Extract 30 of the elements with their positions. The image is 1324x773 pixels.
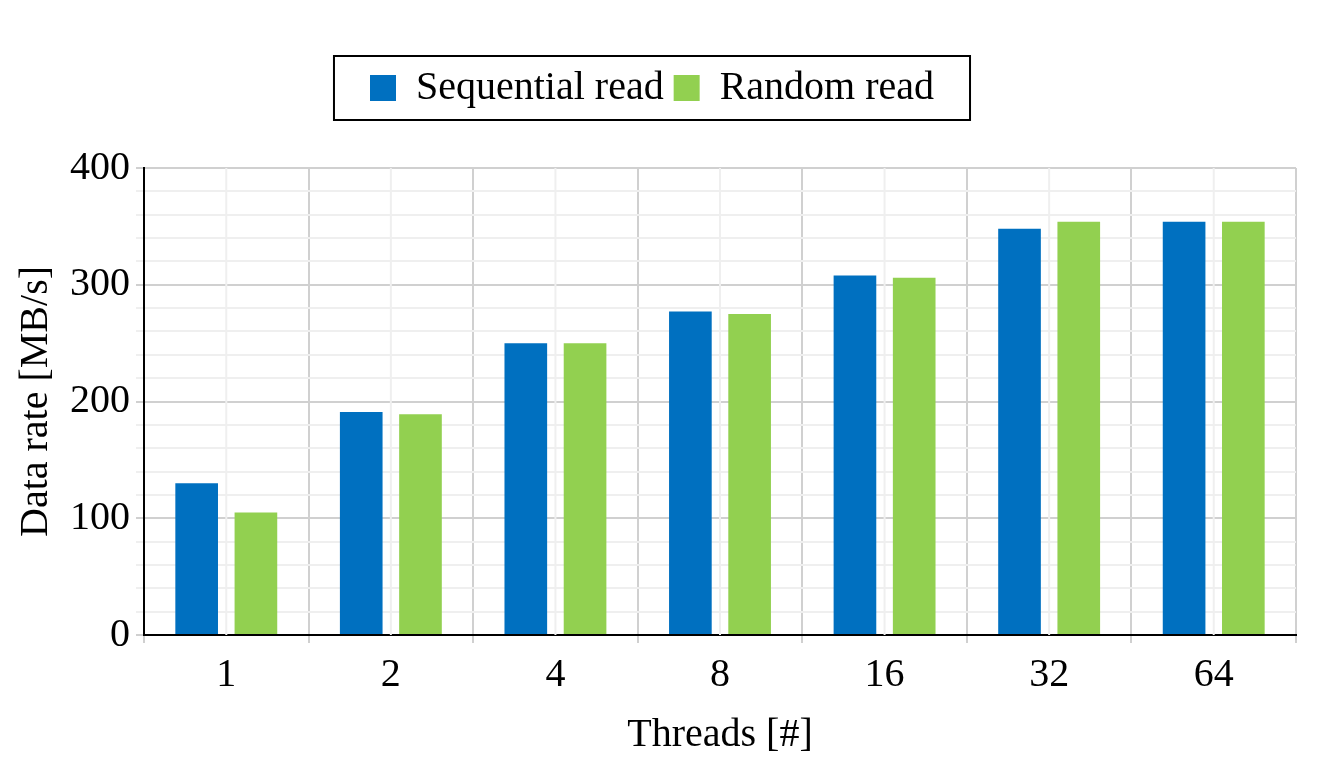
bar — [563, 343, 607, 634]
x-tick-label: 4 — [545, 649, 566, 695]
y-axis-title: Data rate [MB/s] — [10, 265, 56, 538]
bar — [1057, 221, 1101, 634]
x-axis-title: Threads [#] — [627, 709, 813, 755]
bar — [892, 277, 936, 634]
bar — [339, 412, 383, 634]
y-tick-label: 300 — [70, 259, 130, 305]
x-tick-label: 32 — [1029, 649, 1070, 695]
y-tick-label: 100 — [70, 492, 130, 538]
x-tick-label: 2 — [380, 649, 401, 695]
y-tick-label: 200 — [70, 376, 130, 421]
x-tick-label: 8 — [710, 649, 730, 695]
x-tick-label: 1 — [216, 649, 237, 695]
legend-label: Random read — [719, 62, 935, 108]
bar — [1162, 221, 1206, 634]
bar — [399, 414, 442, 634]
y-tick-label: 0 — [110, 609, 130, 655]
bar — [833, 275, 877, 634]
bar — [998, 228, 1041, 634]
bar — [669, 311, 712, 634]
y-tick-label: 400 — [70, 142, 130, 188]
bar — [728, 313, 771, 634]
legend-label: Sequential read — [415, 62, 664, 108]
bar — [175, 483, 218, 634]
x-tick-label: 16 — [864, 649, 905, 695]
bar — [504, 343, 548, 634]
bar — [1222, 221, 1265, 634]
x-tick-label: 64 — [1193, 649, 1234, 695]
bar — [234, 512, 278, 634]
